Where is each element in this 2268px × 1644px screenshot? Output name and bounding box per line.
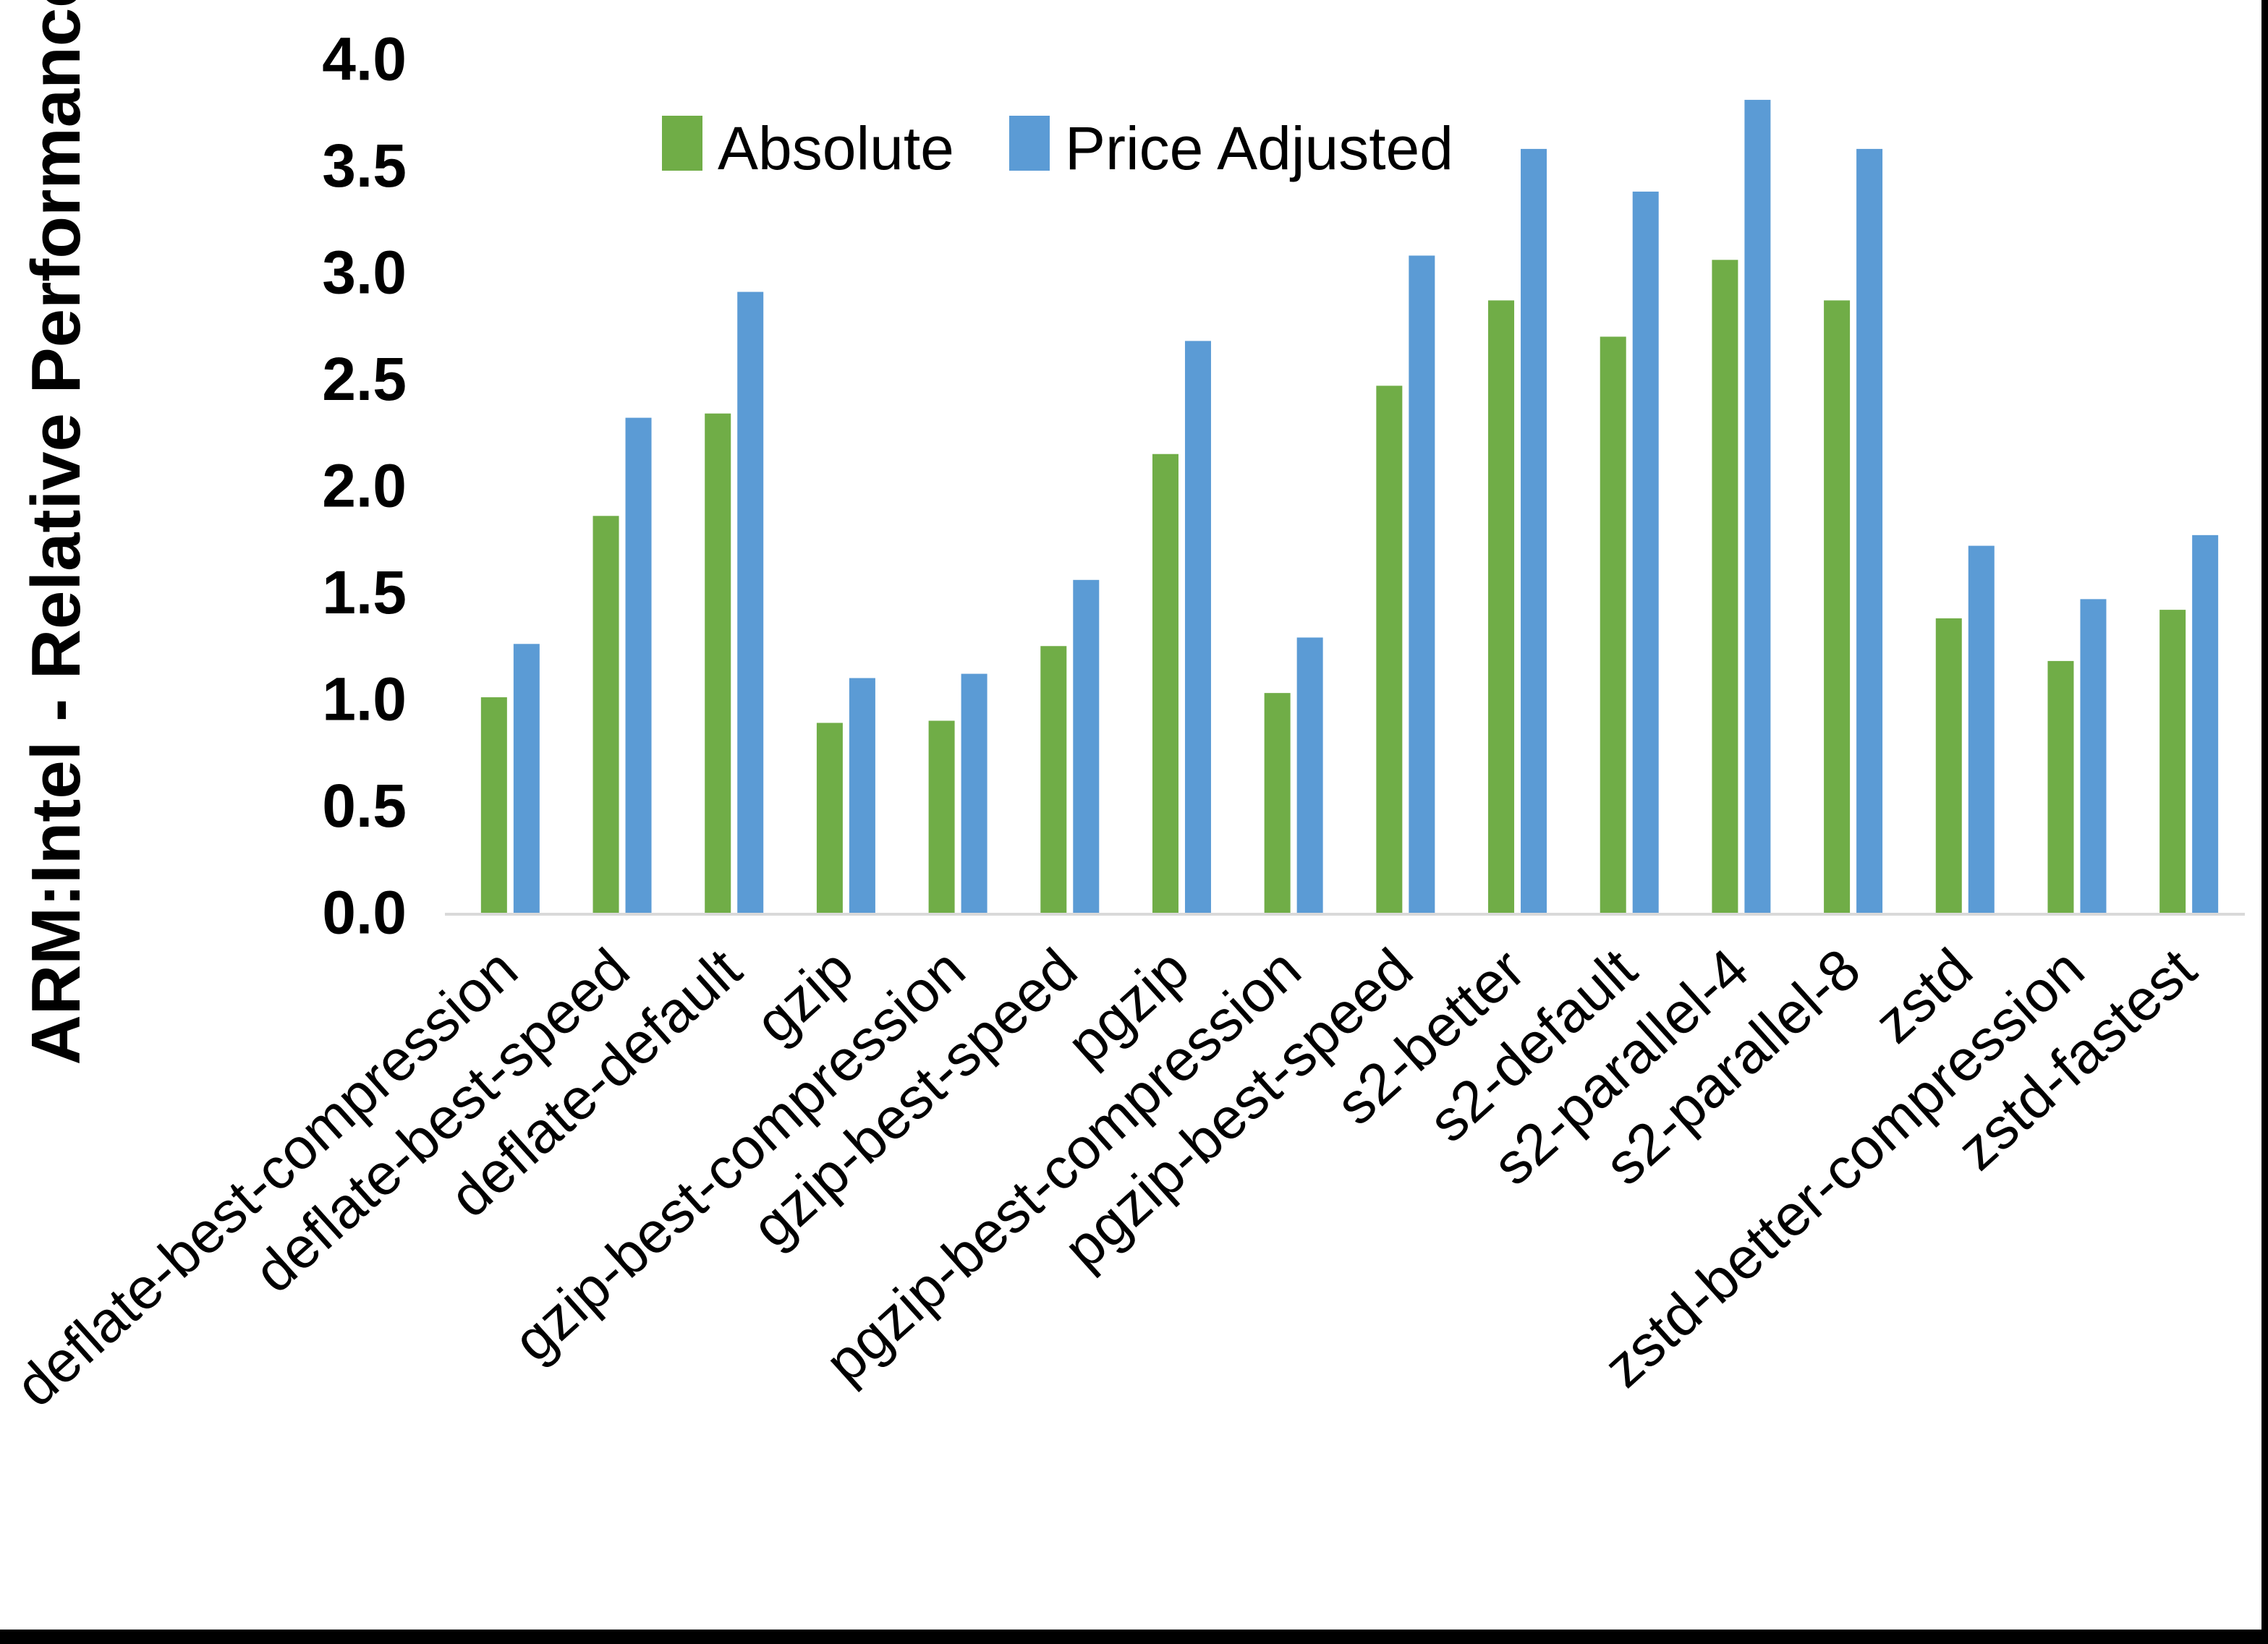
bar-price-adjusted-s2-parallel-4 [1744, 100, 1771, 913]
bar-price-adjusted-zstd-better-compression [2080, 599, 2107, 913]
y-tick-label: 3.0 [322, 239, 407, 307]
bar-absolute-s2-default [1600, 336, 1626, 913]
frame-border-bottom [0, 1630, 2268, 1644]
bar-absolute-pgzip-best-compression [1264, 693, 1291, 913]
bar-absolute-s2-parallel-4 [1712, 260, 1738, 913]
y-tick-label: 2.5 [322, 345, 407, 413]
bar-absolute-s2-parallel-8 [1824, 300, 1851, 913]
bar-price-adjusted-s2-parallel-8 [1856, 148, 1883, 913]
y-tick-label: 1.5 [322, 558, 407, 626]
bar-price-adjusted-zstd [1968, 545, 1995, 913]
bar-price-adjusted-deflate-default [737, 291, 764, 913]
legend-swatch-price-adjusted [1009, 116, 1050, 171]
bar-price-adjusted-deflate-best-speed [625, 417, 652, 913]
bar-absolute-deflate-default [705, 413, 731, 913]
legend-swatch-absolute [662, 116, 702, 171]
frame-border-right [2261, 0, 2268, 1644]
bar-price-adjusted-zstd-fastest [2192, 534, 2219, 913]
bar-absolute-deflate-best-compression [480, 697, 507, 913]
bar-absolute-pgzip-best-speed [1376, 386, 1403, 913]
legend: Absolute Price Adjusted [662, 114, 1453, 182]
y-axis-title: ARM:Intel - Relative Performance [17, 0, 95, 1065]
bar-absolute-gzip [816, 723, 843, 913]
bar-absolute-zstd-better-compression [2047, 660, 2074, 913]
bar-absolute-zstd [1935, 618, 1962, 913]
y-tick-label: 1.0 [322, 665, 407, 733]
bar-absolute-zstd-fastest [2159, 610, 2186, 913]
bar-price-adjusted-pgzip-best-compression [1296, 637, 1323, 913]
bar-price-adjusted-s2-default [1632, 191, 1659, 913]
bar-absolute-gzip-best-speed [1040, 646, 1067, 913]
y-tick-label: 2.0 [322, 452, 407, 520]
bar-price-adjusted-gzip [849, 678, 875, 913]
legend-label-price-adjusted: Price Adjusted [1065, 114, 1453, 182]
bar-price-adjusted-gzip-best-compression [961, 673, 988, 913]
y-tick-label: 4.0 [322, 25, 407, 93]
bar-price-adjusted-gzip-best-speed [1073, 579, 1100, 913]
y-tick-label: 0.5 [322, 772, 407, 840]
y-tick-label: 0.0 [322, 879, 407, 947]
plot-area: 0.00.51.01.52.02.53.03.54.0deflate-best-… [4, 25, 2245, 1419]
legend-label-absolute: Absolute [718, 114, 954, 182]
bar-absolute-pgzip [1152, 453, 1178, 913]
bar-price-adjusted-deflate-best-compression [513, 644, 540, 913]
y-tick-label: 3.5 [322, 132, 407, 200]
bar-absolute-deflate-best-speed [593, 516, 619, 913]
bar-price-adjusted-pgzip-best-speed [1409, 255, 1435, 913]
bar-price-adjusted-s2-better [1521, 148, 1547, 913]
bar-price-adjusted-pgzip [1184, 341, 1211, 913]
bar-absolute-gzip-best-compression [928, 720, 955, 913]
bar-absolute-s2-better [1488, 300, 1515, 913]
